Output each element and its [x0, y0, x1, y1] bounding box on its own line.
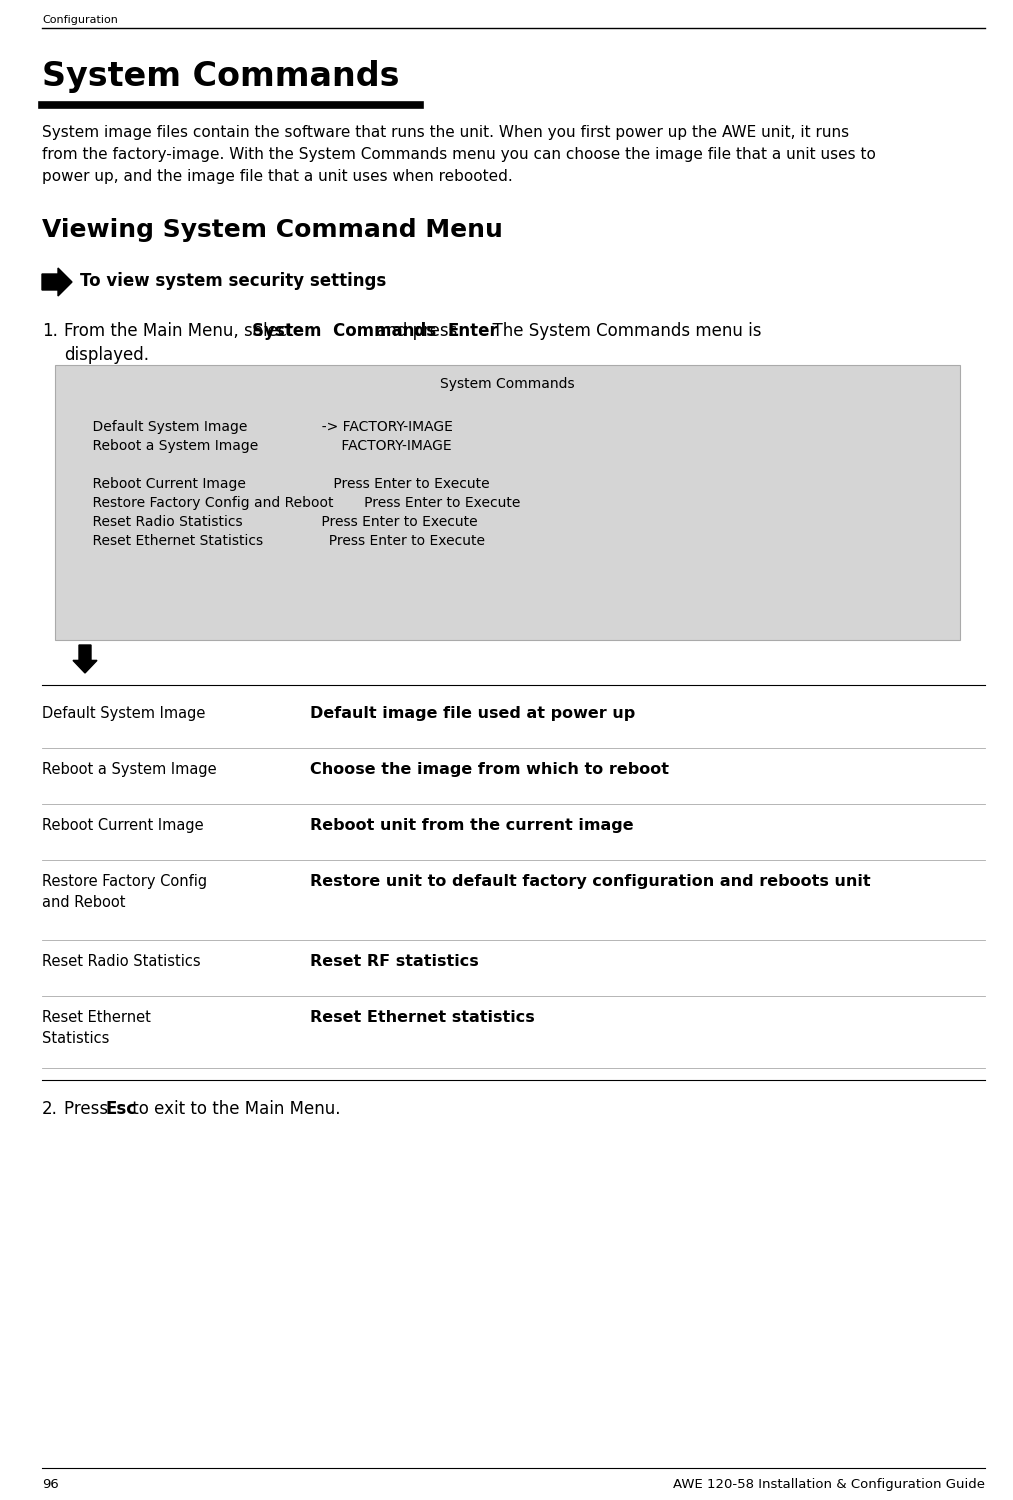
Text: power up, and the image file that a unit uses when rebooted.: power up, and the image file that a unit… — [42, 170, 513, 184]
Text: Viewing System Command Menu: Viewing System Command Menu — [42, 217, 502, 242]
Text: Reboot a System Image: Reboot a System Image — [42, 762, 217, 777]
Text: System Commands: System Commands — [441, 376, 574, 392]
Text: Reset Ethernet Statistics               Press Enter to Execute: Reset Ethernet Statistics Press Enter to… — [75, 534, 485, 548]
Text: To view system security settings: To view system security settings — [80, 272, 386, 290]
Text: Default System Image: Default System Image — [42, 706, 206, 722]
Text: displayed.: displayed. — [64, 346, 149, 364]
Text: 1.: 1. — [42, 322, 58, 340]
Text: Restore unit to default factory configuration and reboots unit: Restore unit to default factory configur… — [310, 874, 870, 890]
Text: . The System Commands menu is: . The System Commands menu is — [482, 322, 762, 340]
Text: Restore Factory Config
and Reboot: Restore Factory Config and Reboot — [42, 874, 207, 910]
Text: From the Main Menu, select: From the Main Menu, select — [64, 322, 299, 340]
Text: Reboot Current Image                    Press Enter to Execute: Reboot Current Image Press Enter to Exec… — [75, 477, 489, 490]
Text: Reboot unit from the current image: Reboot unit from the current image — [310, 818, 633, 833]
Text: from the factory-image. With the System Commands menu you can choose the image f: from the factory-image. With the System … — [42, 147, 876, 162]
Text: Reset Ethernet statistics: Reset Ethernet statistics — [310, 1010, 535, 1025]
Text: Reboot Current Image: Reboot Current Image — [42, 818, 204, 833]
Text: to exit to the Main Menu.: to exit to the Main Menu. — [127, 1100, 340, 1118]
Text: 96: 96 — [42, 1478, 59, 1491]
Text: Press: Press — [64, 1100, 113, 1118]
Text: Configuration: Configuration — [42, 15, 118, 26]
Text: Restore Factory Config and Reboot       Press Enter to Execute: Restore Factory Config and Reboot Press … — [75, 496, 521, 510]
Text: Reboot a System Image                   FACTORY-IMAGE: Reboot a System Image FACTORY-IMAGE — [75, 440, 452, 453]
Polygon shape — [73, 645, 97, 674]
Text: Enter: Enter — [448, 322, 498, 340]
Polygon shape — [42, 268, 72, 296]
Text: 2.: 2. — [42, 1100, 58, 1118]
Text: Choose the image from which to reboot: Choose the image from which to reboot — [310, 762, 669, 777]
Text: AWE 120-58 Installation & Configuration Guide: AWE 120-58 Installation & Configuration … — [673, 1478, 985, 1491]
Text: Reset Ethernet
Statistics: Reset Ethernet Statistics — [42, 1010, 151, 1046]
Bar — [55, 364, 960, 640]
Text: Default image file used at power up: Default image file used at power up — [310, 706, 635, 722]
Text: Esc: Esc — [105, 1100, 137, 1118]
Text: Reset Radio Statistics                  Press Enter to Execute: Reset Radio Statistics Press Enter to Ex… — [75, 514, 477, 529]
Text: System Commands: System Commands — [42, 60, 399, 93]
Text: Reset RF statistics: Reset RF statistics — [310, 954, 479, 969]
Text: System  Commands: System Commands — [252, 322, 436, 340]
Text: Default System Image                 -> FACTORY-IMAGE: Default System Image -> FACTORY-IMAGE — [75, 420, 453, 434]
Text: and press: and press — [371, 322, 463, 340]
Text: Reset Radio Statistics: Reset Radio Statistics — [42, 954, 201, 969]
Text: System image files contain the software that runs the unit. When you first power: System image files contain the software … — [42, 124, 849, 140]
